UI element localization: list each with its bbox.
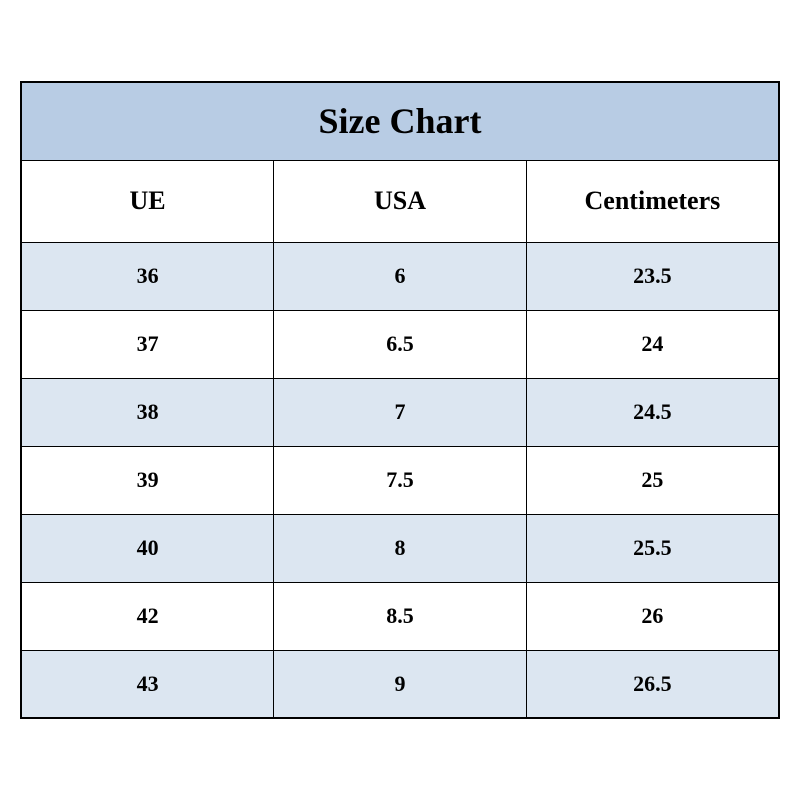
cell-ue: 39 [21,446,274,514]
column-header-ue: UE [21,160,274,242]
cell-cm: 24.5 [526,378,779,446]
cell-cm: 23.5 [526,242,779,310]
cell-ue: 37 [21,310,274,378]
cell-usa: 7.5 [274,446,527,514]
cell-usa: 8 [274,514,527,582]
cell-ue: 36 [21,242,274,310]
table-row: 37 6.5 24 [21,310,779,378]
cell-cm: 24 [526,310,779,378]
table-row: 36 6 23.5 [21,242,779,310]
table-row: 43 9 26.5 [21,650,779,718]
cell-cm: 25 [526,446,779,514]
cell-ue: 42 [21,582,274,650]
column-header-cm: Centimeters [526,160,779,242]
table-row: 39 7.5 25 [21,446,779,514]
cell-usa: 7 [274,378,527,446]
cell-usa: 8.5 [274,582,527,650]
header-row: UE USA Centimeters [21,160,779,242]
cell-usa: 6 [274,242,527,310]
cell-ue: 38 [21,378,274,446]
size-chart-table: Size Chart UE USA Centimeters 36 6 23.5 … [20,81,780,719]
column-header-usa: USA [274,160,527,242]
size-chart-container: Size Chart UE USA Centimeters 36 6 23.5 … [20,81,780,719]
cell-usa: 6.5 [274,310,527,378]
cell-usa: 9 [274,650,527,718]
cell-cm: 26 [526,582,779,650]
cell-ue: 43 [21,650,274,718]
title-row: Size Chart [21,82,779,160]
table-row: 40 8 25.5 [21,514,779,582]
cell-ue: 40 [21,514,274,582]
table-row: 42 8.5 26 [21,582,779,650]
table-title: Size Chart [21,82,779,160]
cell-cm: 26.5 [526,650,779,718]
table-row: 38 7 24.5 [21,378,779,446]
cell-cm: 25.5 [526,514,779,582]
